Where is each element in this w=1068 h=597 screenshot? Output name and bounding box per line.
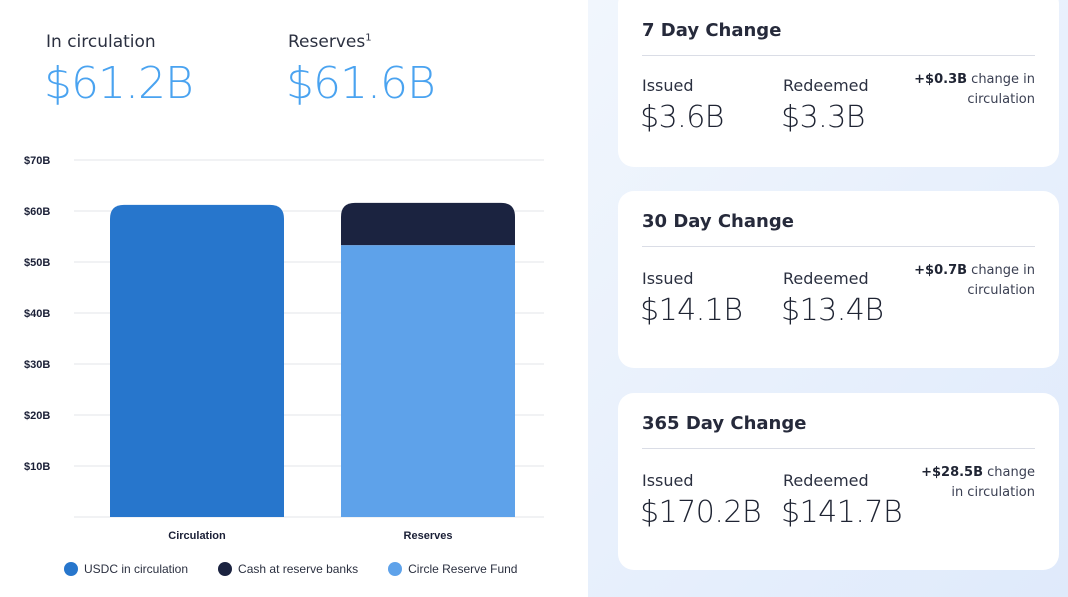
issued-label: Issued [642,471,694,490]
change-amount: +$0.3B [914,72,968,87]
reserves-value: $61.6B [286,58,436,109]
redeemed-label: Redeemed [783,269,869,288]
redeemed-value: $141.7B [781,495,903,530]
y-tick-label: $30B [24,359,50,371]
legend-item-reserve-fund: Circle Reserve Fund [388,562,517,576]
y-tick-label: $50B [24,257,50,269]
legend-dot-circulation [64,562,78,576]
legend-item-circulation: USDC in circulation [64,562,188,576]
reserves-footnote: 1 [365,32,372,44]
change-note: +$0.7B change in circulation [905,261,1035,301]
reserves-bar-chart: $10B $20B $30B $40B $50B $60B $70B Circulation… [24,155,544,542]
card-divider [642,55,1035,56]
change-text-1: change [987,465,1035,480]
change-text-1: change in [971,72,1035,87]
circulation-label: In circulation [46,32,156,52]
legend-dot-reserve-fund [388,562,403,576]
redeemed-label: Redeemed [783,471,869,490]
reserves-label-text: Reserves [288,32,366,52]
x-category-label: Reserves [404,530,453,542]
chart-legend: USDC in circulation Cash at reserve bank… [64,562,517,576]
card-30-day: 30 Day Change Issued $14.1B Redeemed $13… [618,191,1059,368]
chart-bars [110,202,515,518]
issued-label: Issued [642,76,694,95]
card-7-day: 7 Day Change Issued $3.6B Redeemed $3.3B… [618,0,1059,167]
y-tick-label: $10B [24,461,50,473]
card-title: 7 Day Change [642,20,782,41]
reserves-panel: In circulation $61.2B Reserves1 $61.6B $… [24,32,544,576]
issued-value: $170.2B [640,495,762,530]
change-text-1: change in [971,263,1035,278]
change-note: +$28.5B change in circulation [905,463,1035,503]
redeemed-value: $3.3B [781,100,865,135]
change-amount: +$0.7B [914,263,968,278]
issued-label: Issued [642,269,694,288]
issued-value: $14.1B [640,293,743,328]
legend-label-cash: Cash at reserve banks [238,562,359,576]
bar-circulation-usdc-in-circulation [110,204,284,517]
legend-dot-cash [218,562,233,576]
change-text-2: circulation [967,92,1035,107]
chart-categories: Circulation Reserves [168,530,452,542]
issued-value: $3.6B [640,100,724,135]
y-tick-label: $20B [24,410,50,422]
legend-label-reserve-fund: Circle Reserve Fund [408,562,518,576]
card-divider [642,448,1035,449]
bar-reserves-cash-at-reserve-banks [341,202,515,246]
card-title: 365 Day Change [642,413,807,434]
circulation-value: $61.2B [44,58,194,109]
change-note: +$0.3B change in circulation [905,70,1035,110]
redeemed-label: Redeemed [783,76,869,95]
card-divider [642,246,1035,247]
legend-item-cash: Cash at reserve banks [218,562,358,576]
y-tick-label: $60B [24,206,50,218]
change-text-2: in circulation [951,485,1035,500]
reserves-label: Reserves1 [288,32,372,52]
y-tick-label: $40B [24,308,50,320]
change-text-2: circulation [967,283,1035,298]
x-category-label: Circulation [168,530,226,542]
card-365-day: 365 Day Change Issued $170.2B Redeemed $… [618,393,1059,570]
y-tick-label: $70B [24,155,50,167]
redeemed-value: $13.4B [781,293,884,328]
change-amount: +$28.5B [921,465,984,480]
legend-label-circulation: USDC in circulation [84,562,189,576]
card-title: 30 Day Change [642,211,794,232]
bar-reserves-circle-reserve-fund [341,245,515,518]
